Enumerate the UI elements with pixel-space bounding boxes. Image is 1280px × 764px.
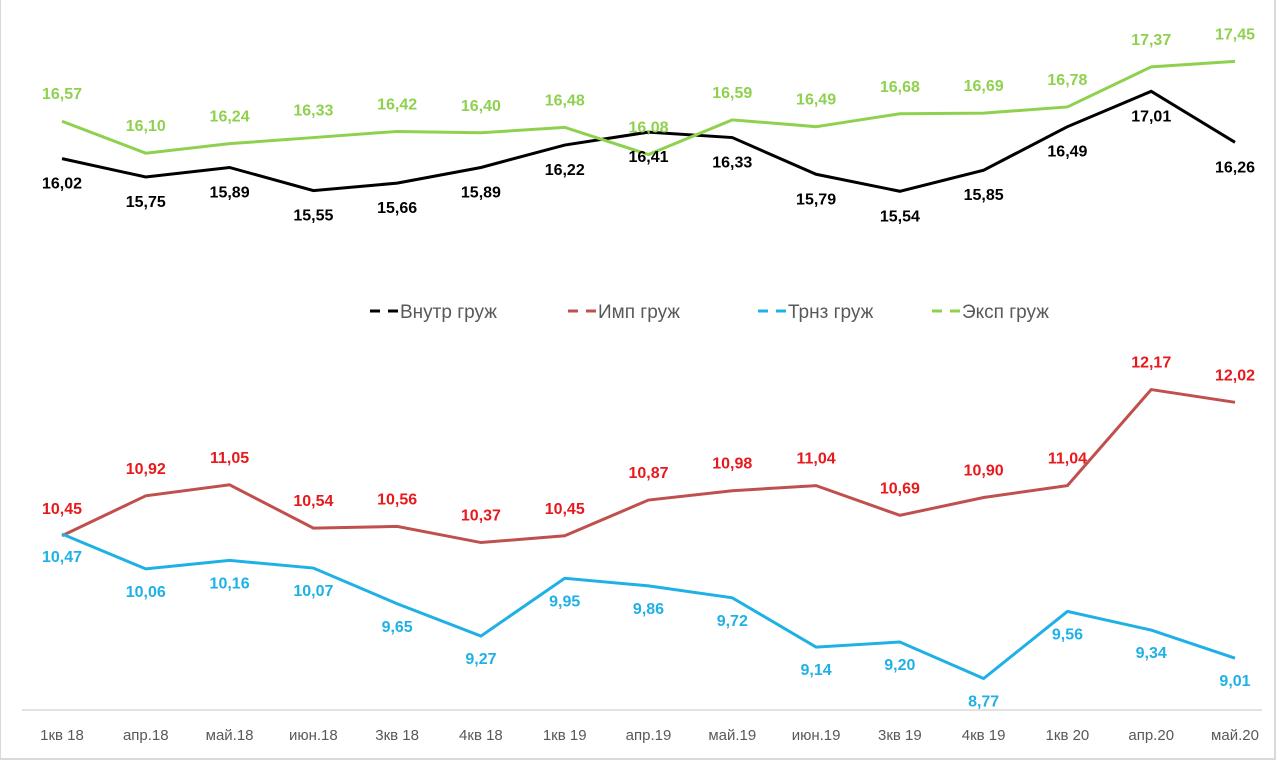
- data-label-vnutr: 15,85: [964, 187, 1004, 204]
- data-label-trnz: 9,27: [465, 651, 496, 668]
- data-label-trnz: 9,01: [1219, 673, 1250, 690]
- x-tick-label: май.18: [206, 727, 254, 744]
- x-tick-label: июн.18: [289, 727, 338, 744]
- data-label-imp: 11,04: [1048, 451, 1087, 468]
- data-label-eksp: 16,08: [628, 120, 668, 137]
- data-label-imp: 10,45: [545, 501, 585, 518]
- legend-label: Внутр груж: [400, 302, 497, 323]
- legend-item[interactable]: Трнз груж: [758, 302, 874, 323]
- x-tick-label: 4кв 18: [459, 727, 503, 744]
- data-label-eksp: 16,68: [880, 79, 920, 96]
- data-label-imp: 11,05: [210, 450, 249, 467]
- data-label-eksp: 16,10: [126, 118, 166, 135]
- data-label-trnz: 9,56: [1052, 626, 1083, 643]
- x-tick-label: апр.19: [626, 727, 672, 744]
- legend: Внутр груж Имп груж Трнз груж Эксп груж: [370, 302, 1049, 323]
- legend-item[interactable]: Внутр груж: [370, 302, 497, 323]
- x-tick-label: июн.19: [792, 727, 841, 744]
- data-label-trnz: 9,95: [549, 593, 580, 610]
- x-tick-label: апр.18: [123, 727, 169, 744]
- data-label-imp: 10,56: [377, 491, 417, 508]
- x-tick-label: 3кв 18: [375, 727, 419, 744]
- data-label-trnz: 9,72: [717, 613, 748, 630]
- data-label-vnutr: 15,89: [210, 184, 250, 201]
- data-label-vnutr: 15,75: [126, 194, 166, 211]
- data-label-trnz: 9,34: [1136, 645, 1167, 662]
- data-label-vnutr: 16,02: [42, 176, 82, 193]
- x-tick-label: 1кв 20: [1046, 727, 1090, 744]
- data-label-trnz: 9,20: [884, 657, 915, 674]
- data-label-eksp: 16,40: [461, 98, 501, 115]
- series-layer: [61, 59, 1236, 681]
- data-label-trnz: 10,07: [293, 583, 333, 600]
- data-label-eksp: 16,78: [1047, 72, 1087, 89]
- data-label-vnutr: 16,26: [1215, 159, 1255, 176]
- data-label-vnutr: 16,22: [545, 162, 585, 179]
- x-tick-label: 3кв 19: [878, 727, 922, 744]
- data-label-eksp: 17,45: [1215, 26, 1255, 43]
- data-label-imp: 10,87: [628, 465, 668, 482]
- x-tick-label: апр.20: [1128, 727, 1174, 744]
- data-label-imp: 10,54: [293, 493, 333, 510]
- data-label-vnutr: 15,89: [461, 184, 501, 201]
- data-label-eksp: 16,42: [377, 96, 417, 113]
- data-label-vnutr: 16,41: [628, 149, 668, 166]
- x-tick-label: 1кв 19: [543, 727, 587, 744]
- data-label-imp: 10,98: [712, 456, 752, 473]
- data-label-trnz: 9,65: [382, 619, 413, 636]
- legend-item[interactable]: Имп груж: [568, 302, 680, 323]
- data-label-trnz: 10,06: [126, 584, 166, 601]
- series-line-vnutr: [61, 89, 1236, 193]
- data-label-trnz: 10,16: [210, 575, 250, 592]
- x-tick-label: май.19: [708, 727, 756, 744]
- legend-item[interactable]: Эксп груж: [932, 302, 1049, 323]
- data-label-trnz: 10,47: [42, 549, 82, 566]
- data-label-vnutr: 15,55: [293, 208, 333, 225]
- legend-label: Эксп груж: [962, 302, 1049, 323]
- data-label-imp: 10,69: [880, 480, 920, 497]
- data-label-eksp: 17,37: [1131, 32, 1171, 49]
- data-label-vnutr: 15,66: [377, 200, 417, 217]
- x-axis-ticks: 1кв 18 апр.18 май.18 июн.18 3кв 18 4кв 18 1кв …: [40, 727, 1259, 744]
- legend-label: Трнз груж: [788, 302, 874, 323]
- data-label-vnutr: 15,79: [796, 191, 836, 208]
- data-label-trnz: 9,14: [801, 662, 832, 679]
- data-label-imp: 10,90: [964, 463, 1004, 480]
- data-label-trnz: 8,77: [968, 694, 999, 711]
- x-tick-label: 1кв 18: [40, 727, 84, 744]
- data-label-eksp: 16,57: [42, 86, 82, 103]
- legend-label: Имп груж: [598, 302, 680, 323]
- data-label-vnutr: 17,01: [1131, 108, 1171, 125]
- data-label-eksp: 16,33: [293, 103, 333, 120]
- data-label-eksp: 16,59: [712, 85, 752, 102]
- data-label-imp: 10,92: [126, 461, 166, 478]
- x-tick-label: 4кв 19: [962, 727, 1006, 744]
- series-line-trnz: [61, 532, 1236, 681]
- data-label-eksp: 16,48: [545, 92, 585, 109]
- data-label-imp: 12,02: [1215, 367, 1255, 384]
- data-label-imp: 11,04: [796, 451, 835, 468]
- data-label-vnutr: 15,54: [880, 208, 920, 225]
- data-label-imp: 10,37: [461, 508, 501, 525]
- data-label-eksp: 16,69: [964, 78, 1004, 95]
- data-label-vnutr: 16,33: [712, 155, 752, 172]
- data-label-eksp: 16,24: [210, 109, 250, 126]
- data-labels: 16,02 15,75 15,89 15,55 15,66 15,89 16,22 16,41…: [42, 26, 1255, 710]
- series-line-eksp: [61, 59, 1236, 157]
- x-tick-label: май.20: [1211, 727, 1259, 744]
- series-line-imp: [61, 387, 1236, 545]
- data-label-imp: 10,45: [42, 501, 82, 518]
- data-label-vnutr: 16,49: [1047, 144, 1087, 161]
- data-label-imp: 12,17: [1131, 355, 1171, 372]
- data-label-eksp: 16,49: [796, 92, 836, 109]
- data-label-trnz: 9,86: [633, 601, 664, 618]
